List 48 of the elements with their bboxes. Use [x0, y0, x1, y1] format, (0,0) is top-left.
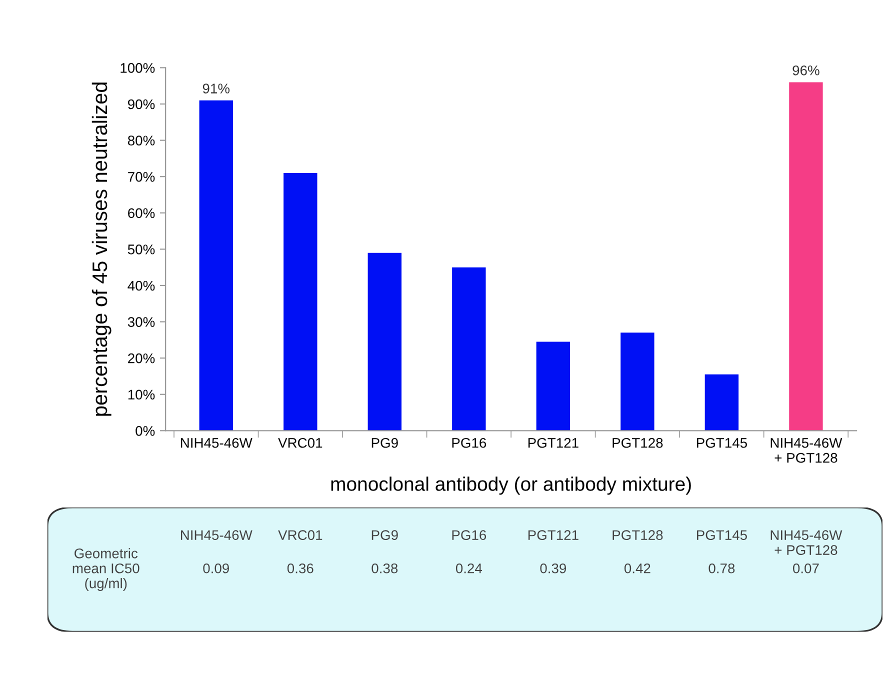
data-label: 96%: [792, 65, 820, 76]
data-label: 0.38: [372, 563, 398, 574]
data-label: 0.42: [624, 563, 650, 574]
data-label: 0.78: [708, 563, 735, 574]
category-label: PGT121: [528, 530, 578, 540]
x-tick-label: PGT145: [696, 438, 747, 448]
bar: [789, 82, 823, 431]
x-tick-label: PGT128: [612, 438, 663, 448]
bar: [199, 100, 233, 431]
y-tick-label: 0%: [136, 426, 155, 436]
bar: [284, 172, 318, 431]
category-label: PGT128: [612, 530, 663, 540]
x-tick-label: PG16: [452, 438, 486, 448]
y-tick-label: 70%: [128, 172, 155, 182]
y-tick-label: 90%: [128, 99, 155, 110]
x-tick-label: PG9: [372, 438, 398, 448]
bar: [704, 374, 739, 431]
category-label: PGT145: [696, 530, 747, 540]
bar: [620, 332, 654, 431]
y-tick-label: 80%: [128, 136, 155, 146]
x-tick-label: NIH45-46W: [180, 438, 252, 448]
x-axis-title: monoclonal antibody (or antibody mixture): [331, 476, 691, 495]
y-axis-title: percentage of 45 viruses neutralized: [92, 82, 112, 416]
x-tick-label: NIH45-46W + PGT128: [770, 438, 842, 463]
x-tick-label: PGT121: [528, 438, 578, 448]
bar: [536, 342, 570, 431]
category-label: PG16: [452, 530, 486, 540]
category-label: NIH45-46W: [180, 530, 252, 540]
bar: [368, 252, 402, 431]
y-tick-label: 50%: [128, 244, 155, 254]
y-tick-label: 40%: [128, 280, 155, 291]
y-tick-label: 60%: [128, 208, 155, 218]
category-label: PG9: [372, 530, 398, 540]
y-tick-label: 10%: [128, 390, 155, 400]
text: Geometric mean IC50 (ug/ml): [72, 548, 140, 591]
data-label: 91%: [202, 84, 230, 94]
data-label: 0.09: [203, 563, 229, 574]
bar: [452, 267, 486, 431]
y-tick-label: 20%: [128, 353, 155, 364]
x-tick-label: VRC01: [278, 438, 322, 448]
data-label: 0.39: [540, 563, 566, 574]
data-label: 0.36: [287, 563, 314, 574]
y-tick-label: 30%: [128, 317, 155, 327]
data-label: 0.07: [792, 563, 819, 574]
data-label: 0.24: [456, 563, 482, 574]
y-tick-label: 100%: [120, 63, 155, 73]
category-label: VRC01: [278, 530, 322, 540]
category-label: NIH45-46W + PGT128: [770, 530, 842, 555]
